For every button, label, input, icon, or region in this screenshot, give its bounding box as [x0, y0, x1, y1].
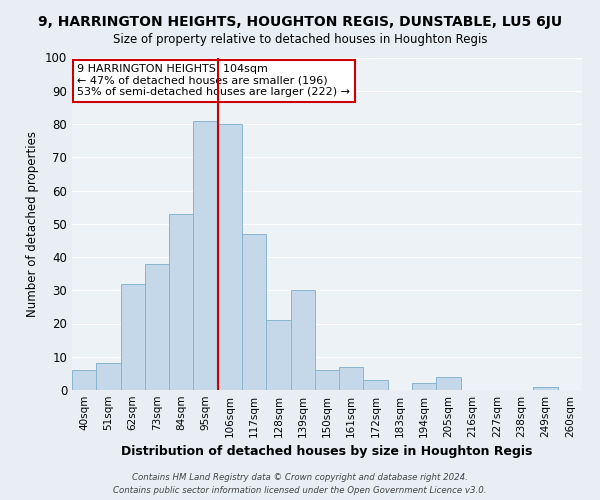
Bar — [193, 120, 218, 390]
Bar — [145, 264, 169, 390]
X-axis label: Distribution of detached houses by size in Houghton Regis: Distribution of detached houses by size … — [121, 446, 533, 458]
Bar — [315, 370, 339, 390]
Bar — [242, 234, 266, 390]
Text: Contains HM Land Registry data © Crown copyright and database right 2024.
Contai: Contains HM Land Registry data © Crown c… — [113, 474, 487, 495]
Y-axis label: Number of detached properties: Number of detached properties — [26, 130, 40, 317]
Bar — [412, 384, 436, 390]
Bar — [121, 284, 145, 390]
Bar — [364, 380, 388, 390]
Bar — [96, 364, 121, 390]
Text: 9 HARRINGTON HEIGHTS: 104sqm
← 47% of detached houses are smaller (196)
53% of s: 9 HARRINGTON HEIGHTS: 104sqm ← 47% of de… — [77, 64, 350, 98]
Bar — [266, 320, 290, 390]
Bar — [290, 290, 315, 390]
Text: 9, HARRINGTON HEIGHTS, HOUGHTON REGIS, DUNSTABLE, LU5 6JU: 9, HARRINGTON HEIGHTS, HOUGHTON REGIS, D… — [38, 15, 562, 29]
Bar — [218, 124, 242, 390]
Bar — [339, 366, 364, 390]
Bar — [72, 370, 96, 390]
Bar — [436, 376, 461, 390]
Bar — [169, 214, 193, 390]
Bar — [533, 386, 558, 390]
Text: Size of property relative to detached houses in Houghton Regis: Size of property relative to detached ho… — [113, 32, 487, 46]
